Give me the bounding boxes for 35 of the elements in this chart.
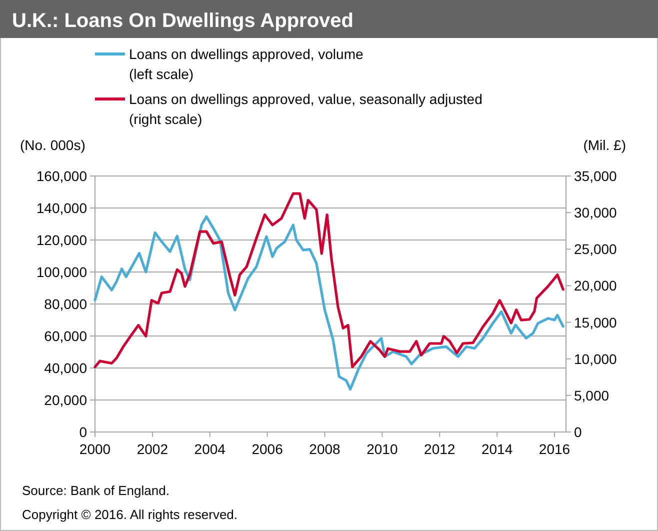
y-tick-label: 100,000 — [36, 264, 88, 280]
y-tick-label: 80,000 — [44, 296, 88, 312]
x-tick-label: 2004 — [194, 441, 226, 457]
y-tick-label: 60,000 — [44, 328, 88, 344]
x-tick-label: 2000 — [79, 441, 111, 457]
x-tick-label: 2008 — [309, 441, 341, 457]
y-tick-label: 0 — [79, 424, 88, 440]
y-tick-label: 40,000 — [44, 360, 88, 376]
line-series — [94, 215, 564, 391]
y2-tick-label: 30,000 — [574, 204, 618, 221]
y2-tick-label: 25,000 — [574, 241, 618, 258]
y-tick-label: 160,000 — [36, 168, 88, 184]
y-axis-title: (No. 000s) — [20, 137, 86, 153]
y2-tick-label: 5,000 — [574, 387, 610, 404]
y2-tick-label: 0 — [574, 424, 582, 440]
x-tick-label: 2016 — [538, 441, 570, 457]
x-tick-label: 2006 — [252, 441, 284, 457]
y2-tick-label: 35,000 — [574, 168, 618, 184]
line-series — [94, 192, 564, 368]
y2-tick-label: 10,000 — [574, 350, 618, 367]
y-tick-label: 120,000 — [36, 232, 88, 248]
y-tick-label: 140,000 — [36, 200, 88, 216]
y-tick-label: 20,000 — [44, 392, 88, 408]
legend-label: Loans on dwellings approved, value, seasonally adjusted (right scale) — [129, 91, 482, 127]
text: Copyright © 2016. All rights reserved. — [22, 507, 238, 522]
y2-tick-label: 15,000 — [574, 314, 618, 330]
legend-label: Loans on dwellings approved, volume (left scale) — [129, 46, 364, 82]
chart-title: U.K.: Loans On Dwellings Approved — [12, 10, 354, 32]
x-tick-label: 2014 — [481, 441, 513, 457]
x-tick-label: 2010 — [366, 441, 398, 457]
x-tick-label: 2012 — [424, 441, 456, 457]
source-note: Source: Bank of England. — [22, 483, 170, 498]
x-tick-label: 2002 — [136, 441, 168, 457]
y2-tick-label: 20,000 — [574, 278, 618, 294]
y2-axis-title: (Mil. £) — [583, 137, 626, 153]
